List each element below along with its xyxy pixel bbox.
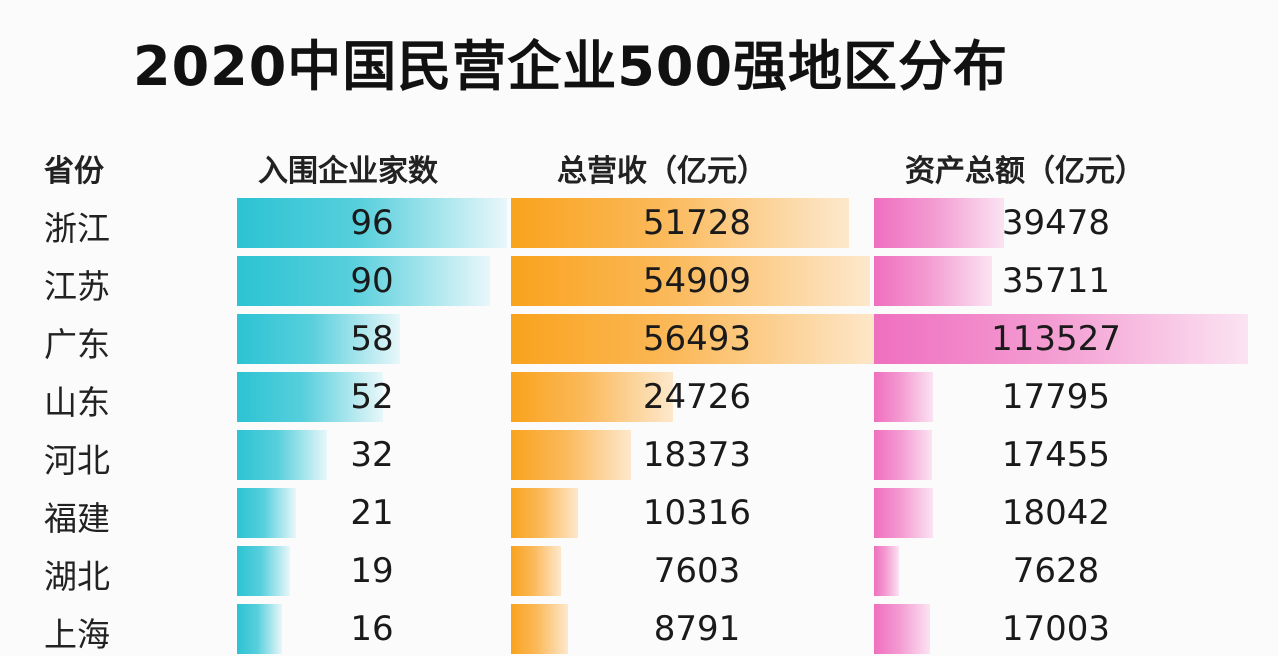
count-bar bbox=[237, 430, 327, 480]
table-row: 湖北 19 7603 7628 bbox=[0, 546, 1278, 596]
revenue-bar bbox=[511, 604, 569, 654]
table-row: 广东 58 56493 113527 bbox=[0, 314, 1278, 364]
assets-value: 35711 bbox=[1001, 261, 1111, 301]
assets-value: 39478 bbox=[1001, 203, 1111, 243]
count-bar bbox=[237, 488, 297, 538]
assets-bar bbox=[874, 372, 933, 422]
count-bar bbox=[237, 604, 282, 654]
assets-bar bbox=[874, 314, 1248, 364]
assets-value: 7628 bbox=[1012, 551, 1100, 591]
count-value: 96 bbox=[350, 203, 394, 243]
revenue-bar bbox=[511, 198, 849, 248]
table-row: 浙江 96 51728 39478 bbox=[0, 198, 1278, 248]
count-value: 32 bbox=[350, 435, 394, 475]
count-bar bbox=[237, 256, 491, 306]
revenue-bar bbox=[511, 314, 880, 364]
revenue-value: 51728 bbox=[642, 203, 752, 243]
province-label: 浙江 bbox=[44, 209, 110, 248]
assets-value: 17795 bbox=[1001, 377, 1111, 417]
assets-bar bbox=[874, 488, 934, 538]
province-label: 广东 bbox=[44, 325, 110, 364]
assets-bar bbox=[874, 198, 1005, 248]
revenue-value: 7603 bbox=[653, 551, 741, 591]
table-row: 山东 52 24726 17795 bbox=[0, 372, 1278, 422]
province-label: 福建 bbox=[44, 499, 110, 538]
count-value: 90 bbox=[350, 261, 394, 301]
assets-value: 113527 bbox=[991, 319, 1121, 359]
assets-bar bbox=[874, 256, 992, 306]
count-bar bbox=[237, 198, 507, 248]
header-revenue: 总营收（亿元） bbox=[557, 154, 767, 189]
revenue-bar bbox=[511, 256, 870, 306]
count-bar bbox=[237, 314, 401, 364]
assets-bar bbox=[874, 604, 930, 654]
count-value: 16 bbox=[350, 609, 394, 649]
count-value: 21 bbox=[350, 493, 394, 533]
assets-value: 18042 bbox=[1001, 493, 1111, 533]
count-bar bbox=[237, 372, 384, 422]
assets-value: 17003 bbox=[1001, 609, 1111, 649]
assets-bar bbox=[874, 546, 900, 596]
header-count: 入围企业家数 bbox=[258, 154, 438, 189]
province-label: 山东 bbox=[44, 383, 110, 422]
table-row: 上海 16 8791 17003 bbox=[0, 604, 1278, 654]
revenue-bar bbox=[511, 430, 631, 480]
revenue-value: 8791 bbox=[653, 609, 741, 649]
count-bar bbox=[237, 546, 291, 596]
table-row: 江苏 90 54909 35711 bbox=[0, 256, 1278, 306]
revenue-bar bbox=[511, 372, 673, 422]
assets-value: 17455 bbox=[1001, 435, 1111, 475]
revenue-value: 24726 bbox=[642, 377, 752, 417]
province-label: 河北 bbox=[44, 441, 110, 480]
count-value: 58 bbox=[350, 319, 394, 359]
count-value: 19 bbox=[350, 551, 394, 591]
header-assets: 资产总额（亿元） bbox=[905, 154, 1145, 189]
header-province: 省份 bbox=[44, 154, 104, 189]
revenue-value: 54909 bbox=[642, 261, 752, 301]
table-row: 福建 21 10316 18042 bbox=[0, 488, 1278, 538]
revenue-bar bbox=[511, 546, 561, 596]
revenue-value: 18373 bbox=[642, 435, 752, 475]
table-row: 河北 32 18373 17455 bbox=[0, 430, 1278, 480]
revenue-value: 10316 bbox=[642, 493, 752, 533]
count-value: 52 bbox=[350, 377, 394, 417]
province-label: 江苏 bbox=[44, 267, 110, 306]
revenue-bar bbox=[511, 488, 579, 538]
province-label: 上海 bbox=[44, 615, 110, 654]
chart-title: 2020中国民营企业500强地区分布 bbox=[133, 35, 1009, 98]
assets-bar bbox=[874, 430, 932, 480]
province-label: 湖北 bbox=[44, 557, 110, 596]
revenue-value: 56493 bbox=[642, 319, 752, 359]
